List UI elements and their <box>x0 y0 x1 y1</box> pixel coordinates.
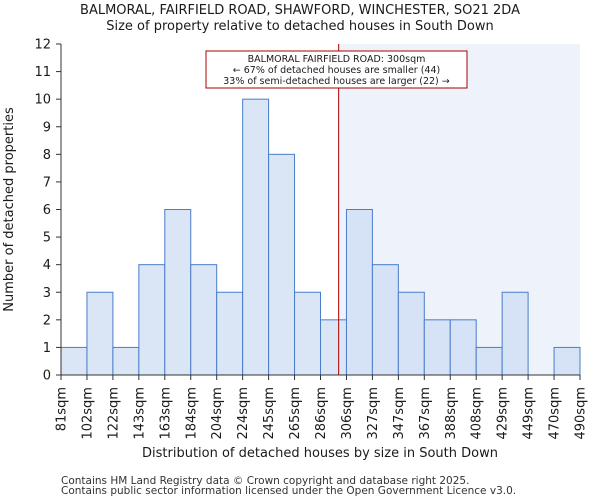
x-tick-label: 429sqm <box>496 387 511 440</box>
y-tick-label: 4 <box>43 258 51 273</box>
x-tick-label: 490sqm <box>574 387 589 440</box>
x-tick-label: 327sqm <box>366 387 381 440</box>
y-tick-label: 10 <box>34 93 51 108</box>
bar-224sqm <box>242 98 270 376</box>
x-tick-label: 122sqm <box>106 387 121 440</box>
bar-204sqm <box>216 291 244 376</box>
x-tick-label: 143sqm <box>132 387 147 440</box>
y-tick-label: 6 <box>43 203 51 218</box>
bar-408sqm <box>475 346 503 376</box>
y-tick-label: 5 <box>43 231 51 246</box>
x-tick-label: 184sqm <box>184 387 199 440</box>
y-tick-label: 9 <box>43 120 51 135</box>
bar-306sqm <box>345 209 373 376</box>
bar-81sqm <box>60 346 88 376</box>
x-tick-label: 470sqm <box>548 387 563 440</box>
x-tick-label: 367sqm <box>418 387 433 440</box>
annotation-line-1: BALMORAL FAIRFIELD ROAD: 300sqm <box>248 54 426 65</box>
bar-163sqm <box>164 209 192 376</box>
x-tick-label: 245sqm <box>262 387 277 440</box>
y-tick-label: 8 <box>43 148 51 163</box>
bar-143sqm <box>138 264 166 376</box>
x-tick-label: 224sqm <box>236 387 251 440</box>
x-tick-label: 81sqm <box>55 387 70 431</box>
x-tick-label: 347sqm <box>392 387 407 440</box>
y-tick-label: 12 <box>34 38 51 53</box>
bar-388sqm <box>449 319 477 376</box>
y-axis-label: Number of detached properties <box>2 107 17 312</box>
chart-subtitle: Size of property relative to detached ho… <box>106 19 494 34</box>
bar-265sqm <box>294 291 321 376</box>
x-tick-label: 408sqm <box>470 387 485 440</box>
bar-429sqm <box>501 291 529 376</box>
y-tick-label: 3 <box>43 286 51 301</box>
footer-line-1: Contains HM Land Registry data © Crown c… <box>61 475 470 487</box>
x-tick-label: 306sqm <box>340 387 355 440</box>
y-tick-label: 2 <box>43 313 51 328</box>
bar-122sqm <box>112 346 140 376</box>
x-tick-label: 286sqm <box>314 387 329 440</box>
annotation-line-2: ← 67% of detached houses are smaller (44… <box>233 65 440 76</box>
x-tick-label: 449sqm <box>522 387 537 440</box>
x-axis-label: Distribution of detached houses by size … <box>142 446 498 461</box>
x-tick-label: 204sqm <box>210 387 225 440</box>
footer-line-2: Contains public sector information licen… <box>61 485 517 497</box>
y-tick-label: 1 <box>43 341 51 356</box>
bar-470sqm <box>553 346 581 376</box>
bar-184sqm <box>190 264 218 376</box>
chart-title: BALMORAL, FAIRFIELD ROAD, SHAWFORD, WINC… <box>80 3 520 18</box>
bar-327sqm <box>371 264 399 376</box>
bar-347sqm <box>397 291 425 376</box>
bar-367sqm <box>423 319 451 376</box>
x-tick-label: 102sqm <box>80 387 95 440</box>
bar-102sqm <box>86 291 114 376</box>
x-tick-label: 388sqm <box>444 387 459 440</box>
x-tick-label: 163sqm <box>158 387 173 440</box>
y-tick-label: 11 <box>34 65 51 80</box>
bar-286sqm <box>320 319 347 376</box>
annotation-box <box>205 50 468 89</box>
annotation-line-3: 33% of semi-detached houses are larger (… <box>223 76 450 87</box>
y-tick-label: 7 <box>43 175 51 190</box>
bar-245sqm <box>268 153 296 376</box>
x-tick-label: 265sqm <box>288 387 303 440</box>
y-tick-label: 0 <box>43 369 51 384</box>
